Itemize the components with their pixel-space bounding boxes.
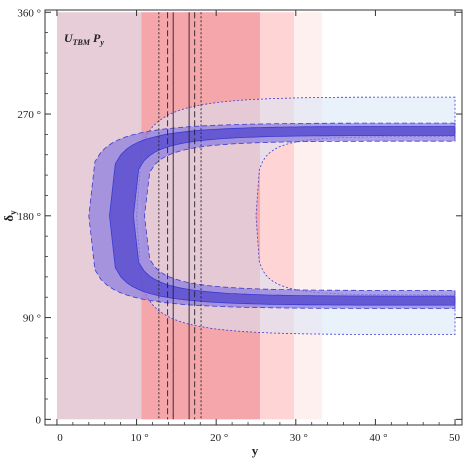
model-label-main: U [64, 31, 74, 45]
y-axis-title-main: δ [1, 215, 16, 222]
x-tick-label: 20 ° [210, 432, 228, 444]
model-label: UTBM Py [64, 31, 104, 47]
y-axis-ticks: 0 90 ° 180 ° 270 ° 360 ° [17, 7, 462, 426]
x-tick-label: 0 [57, 432, 63, 444]
x-axis-title: y [252, 443, 259, 458]
x-tick-label: 10 ° [130, 432, 148, 444]
x-tick-label: 50 ° [449, 432, 463, 444]
x-tick-label: 30 ° [290, 432, 308, 444]
y-tick-label: 90 ° [23, 313, 41, 325]
model-label-sub: TBM [73, 38, 91, 47]
y-tick-label: 270 ° [17, 109, 41, 121]
vertical-band-2sigma [259, 12, 295, 420]
model-label-tail: P [90, 31, 101, 45]
plot-border [44, 9, 463, 426]
y-tick-label: 0 [36, 414, 42, 426]
vertical-lines [158, 12, 202, 420]
y-tick-label: 180 ° [17, 211, 41, 223]
vertical-band-3sigma [294, 12, 323, 420]
y-axis-title-sub: y [8, 210, 18, 215]
y-axis-title: δy [1, 210, 18, 222]
curve-region-1sigma [109, 126, 456, 306]
model-label-tail-sub: y [99, 38, 104, 47]
chart-regions [56, 12, 456, 420]
x-tick-label: 40 ° [369, 432, 387, 444]
y-tick-label: 360 ° [17, 7, 41, 19]
curve-region-2sigma [88, 122, 456, 309]
x-axis-ticks: 0 10 ° 20 ° 30 ° 40 ° 50 ° [56, 10, 463, 444]
plot-frame [44, 9, 463, 426]
